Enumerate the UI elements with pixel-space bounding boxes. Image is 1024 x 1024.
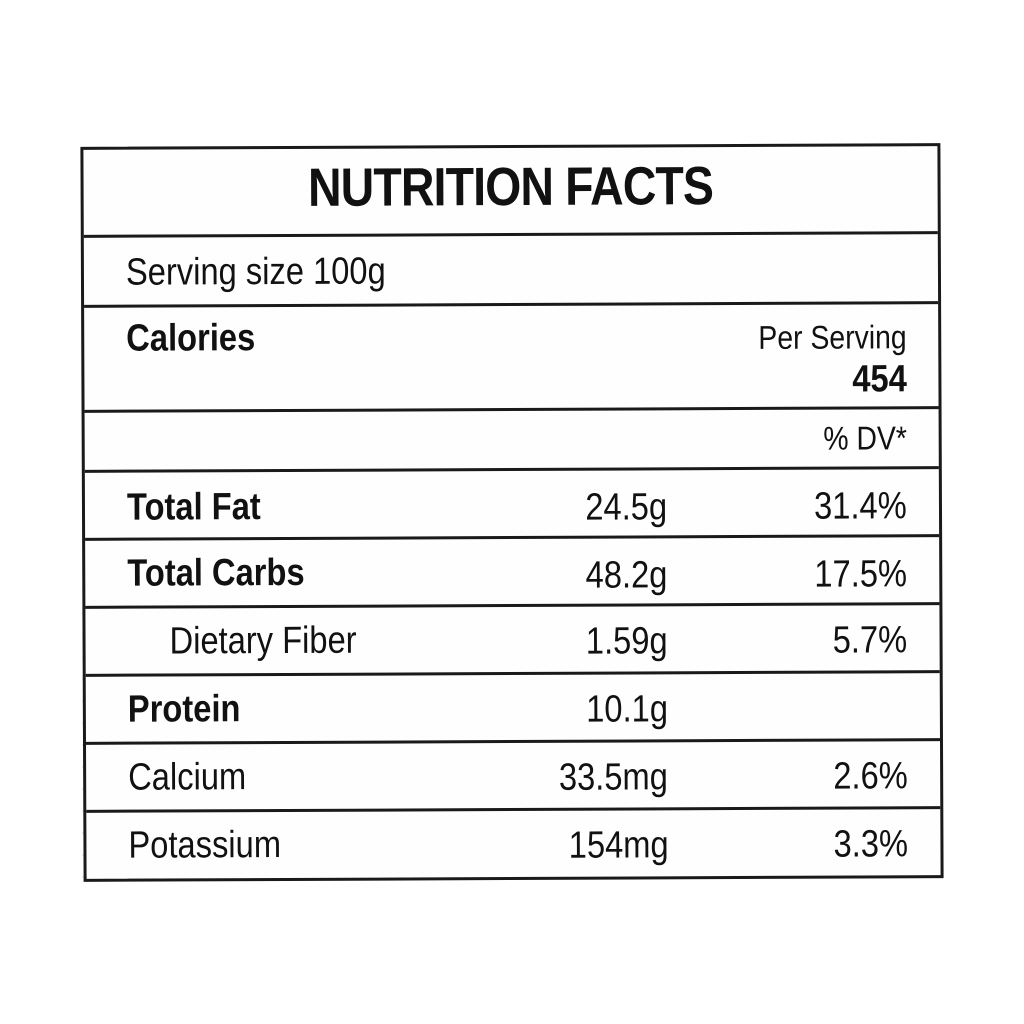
nutrient-dv: 5.7% (832, 619, 908, 662)
dv-header-row: % DV* (84, 409, 939, 473)
nutrient-amount: 48.2g (585, 554, 668, 597)
nutrient-row-protein: Protein 10.1g (85, 673, 941, 745)
nutrient-row-total-carbs: Total Carbs 48.2g 17.5% (85, 537, 940, 609)
nutrient-amount: 154mg (568, 824, 669, 867)
nutrient-name: Protein (127, 688, 241, 731)
nutrient-amount: 33.5mg (559, 756, 669, 799)
per-serving-label: Per Serving (757, 318, 907, 356)
nutrient-dv: 2.6% (833, 755, 909, 798)
dv-header: % DV* (823, 419, 907, 457)
nutrient-amount: 10.1g (585, 688, 668, 731)
serving-size-row: Serving size 100g (83, 234, 939, 308)
nutrient-name: Potassium (128, 824, 282, 867)
nutrient-row-calcium: Calcium 33.5mg 2.6% (86, 741, 941, 813)
label-title: NUTRITION FACTS (307, 156, 714, 218)
nutrient-dv: 3.3% (833, 823, 909, 866)
nutrient-row-dietary-fiber: Dietary Fiber 1.59g 5.7% (85, 605, 940, 677)
nutrient-name: Dietary Fiber (169, 619, 357, 663)
nutrient-dv: 17.5% (814, 553, 908, 596)
calories-label: Calories (126, 317, 256, 360)
calories-row: Calories Per Serving 454 (84, 304, 939, 413)
nutrient-dv: 31.4% (814, 485, 908, 528)
nutrient-row-potassium: Potassium 154mg 3.3% (86, 809, 940, 879)
title-row: NUTRITION FACTS (83, 146, 938, 238)
nutrient-amount: 24.5g (585, 486, 668, 529)
calories-value: 454 (851, 358, 907, 401)
nutrient-row-total-fat: Total Fat 24.5g 31.4% (84, 469, 940, 541)
nutrition-facts-label: NUTRITION FACTS Serving size 100g Calori… (80, 143, 944, 882)
nutrient-name: Total Fat (126, 486, 261, 529)
serving-size-text: Serving size 100g (125, 250, 386, 294)
nutrient-name: Calcium (128, 756, 247, 799)
nutrient-name: Total Carbs (127, 551, 305, 595)
nutrient-amount: 1.59g (585, 620, 668, 663)
